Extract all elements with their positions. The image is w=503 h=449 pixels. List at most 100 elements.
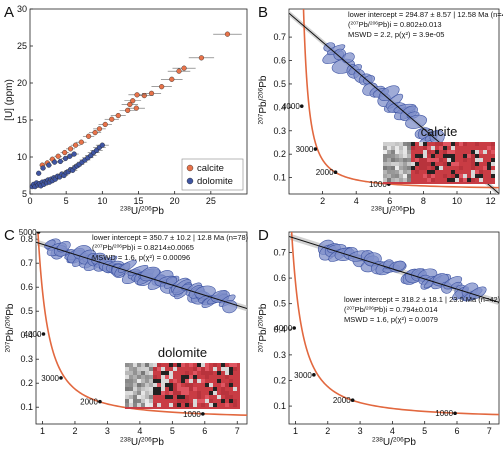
- inset-pixel-c: [153, 383, 157, 387]
- inset-pixel-c: [149, 391, 153, 395]
- inset-pixel-b: [403, 142, 407, 146]
- inset-pixel-c: [161, 391, 165, 395]
- inset-pixel-c: [161, 367, 165, 371]
- inset-pixel-b: [391, 142, 395, 146]
- inset-pixel-c: [185, 403, 189, 407]
- inset-pixel-b: [399, 174, 403, 178]
- data-point-calcite: [133, 105, 139, 111]
- inset-pixel-c: [209, 383, 213, 387]
- panel-label-a: A: [4, 4, 14, 21]
- concordia-marker-b: [299, 104, 304, 108]
- inset-pixel-c: [177, 403, 181, 407]
- x-tick-label-b: 4: [354, 196, 359, 206]
- annotation-d-0: lower intercept = 318.2 ± 18.1 | 23.0 Ma…: [344, 295, 501, 304]
- inset-pixel-c: [173, 379, 177, 383]
- concordia-marker-c: [201, 412, 205, 416]
- inset-pixel-b: [487, 162, 491, 166]
- inset-pixel-b: [383, 150, 387, 154]
- inset-pixel-c: [221, 399, 225, 403]
- inset-pixel-b: [395, 166, 399, 170]
- inset-pixel-c: [225, 383, 229, 387]
- inset-pixel-c: [157, 379, 161, 383]
- inset-pixel-b: [427, 174, 431, 178]
- inset-pixel-c: [221, 367, 225, 371]
- inset-pixel-b: [467, 154, 471, 158]
- inset-pixel-b: [447, 158, 451, 162]
- inset-pixel-b: [399, 166, 403, 170]
- x-tick-label-c: 4: [137, 426, 142, 436]
- inset-pixel-b: [491, 150, 495, 154]
- y-tick-label-b: 0.2: [273, 149, 286, 159]
- inset-pixel-c: [129, 391, 133, 395]
- inset-pixel-c: [201, 367, 205, 371]
- inset-pixel-c: [133, 367, 137, 371]
- inset-pixel-c: [217, 379, 221, 383]
- inset-pixel-c: [169, 403, 173, 407]
- inset-pixel-b: [459, 142, 463, 146]
- x-tick-label-c: 3: [105, 426, 110, 436]
- inset-pixel-b: [419, 154, 423, 158]
- inset-pixel-b: [455, 174, 459, 178]
- inset-pixel-c: [169, 383, 173, 387]
- inset-pixel-b: [383, 146, 387, 150]
- concordia-curve-c: [37, 232, 247, 416]
- inset-pixel-b: [391, 146, 395, 150]
- inset-pixel-c: [165, 395, 169, 399]
- inset-pixel-b: [395, 142, 399, 146]
- inset-pixel-c: [189, 403, 193, 407]
- inset-pixel-c: [125, 371, 129, 375]
- x-tick-label-c: 7: [235, 426, 240, 436]
- data-point-calcite: [159, 84, 165, 90]
- inset-pixel-c: [185, 395, 189, 399]
- inset-pixel-b: [451, 146, 455, 150]
- inset-pixel-b: [387, 150, 391, 154]
- x-tick-label-d: 2: [325, 426, 330, 436]
- inset-pixel-b: [443, 142, 447, 146]
- legend-swatch-dolomite: [186, 177, 194, 185]
- data-ellipse-b: [342, 52, 355, 64]
- inset-pixel-b: [475, 162, 479, 166]
- inset-pixel-b: [471, 158, 475, 162]
- inset-pixel-c: [141, 387, 145, 391]
- concordia-curve-d: [290, 232, 499, 416]
- y-tick-label-d: 0.7: [273, 247, 286, 257]
- inset-pixel-b: [475, 154, 479, 158]
- x-tick-label-b: 8: [421, 196, 426, 206]
- inset-pixel-c: [201, 403, 205, 407]
- inset-pixel-b: [395, 162, 399, 166]
- inset-pixel-c: [129, 371, 133, 375]
- x-axis-title-c: 238U/206Pb: [120, 437, 164, 449]
- inset-pixel-b: [387, 154, 391, 158]
- inset-pixel-b: [395, 150, 399, 154]
- inset-pixel-b: [439, 146, 443, 150]
- inset-pixel-b: [423, 150, 427, 154]
- data-point-calcite: [134, 92, 140, 98]
- inset-pixel-b: [471, 174, 475, 178]
- inset-pixel-b: [387, 146, 391, 150]
- inset-pixel-c: [209, 391, 213, 395]
- inset-label-b: calcite: [421, 124, 458, 139]
- inset-pixel-c: [177, 391, 181, 395]
- data-point-calcite: [169, 76, 175, 82]
- inset-pixel-b: [459, 174, 463, 178]
- concordia-age-label-b: 1000: [369, 180, 387, 189]
- data-point-calcite: [102, 121, 108, 128]
- inset-pixel-b: [391, 166, 395, 170]
- inset-pixel-c: [189, 383, 193, 387]
- inset-pixel-b: [471, 154, 475, 158]
- inset-pixel-c: [149, 375, 153, 379]
- annotation-d-2: MSWD = 1.6, p(χ²) = 0.0079: [344, 315, 438, 324]
- inset-pixel-c: [213, 391, 217, 395]
- plot-frame-d: [288, 231, 500, 425]
- data-point-calcite: [125, 107, 131, 113]
- inset-pixel-b: [447, 154, 451, 158]
- inset-pixel-b: [395, 146, 399, 150]
- x-tick-label-a: 5: [64, 196, 69, 206]
- inset-pixel-c: [149, 383, 153, 387]
- x-tick-label-b: 2: [320, 196, 325, 206]
- concordia-age-label-b: 4000: [282, 102, 300, 111]
- data-point-calcite: [176, 68, 182, 74]
- data-point-dolomite: [40, 165, 46, 171]
- inset-pixel-b: [443, 162, 447, 166]
- inset-pixel-c: [185, 371, 189, 375]
